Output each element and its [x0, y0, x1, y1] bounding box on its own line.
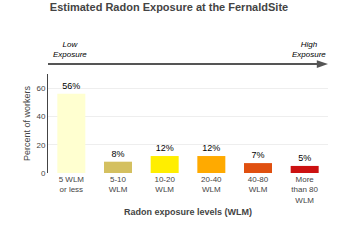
svg-text:5 WLMor less: 5 WLMor less — [59, 175, 85, 194]
svg-text:12%: 12% — [202, 143, 220, 153]
svg-text:HighExposure: HighExposure — [292, 40, 326, 59]
svg-text:12%: 12% — [156, 143, 174, 153]
svg-text:8%: 8% — [111, 149, 124, 159]
svg-text:40: 40 — [36, 112, 45, 121]
svg-text:5%: 5% — [298, 153, 311, 163]
svg-text:60: 60 — [36, 84, 45, 93]
svg-text:0: 0 — [41, 169, 46, 178]
svg-text:Morethan 80WLM: Morethan 80WLM — [291, 175, 318, 205]
svg-text:Percent of workers: Percent of workers — [22, 85, 32, 161]
svg-text:10-20WLM: 10-20WLM — [154, 175, 175, 194]
svg-text:Estimated Radon Exposure at th: Estimated Radon Exposure at the FernaldS… — [50, 1, 288, 13]
svg-text:20-40WLM: 20-40WLM — [201, 175, 222, 194]
svg-text:56%: 56% — [62, 81, 80, 91]
svg-text:Radon exposure levels (WLM): Radon exposure levels (WLM) — [124, 207, 252, 217]
svg-text:7%: 7% — [251, 150, 264, 160]
svg-text:5-10WLM: 5-10WLM — [109, 175, 128, 194]
svg-text:LowExposure: LowExposure — [53, 40, 87, 59]
svg-text:40-80WLM: 40-80WLM — [248, 175, 269, 194]
svg-text:20: 20 — [36, 141, 45, 150]
